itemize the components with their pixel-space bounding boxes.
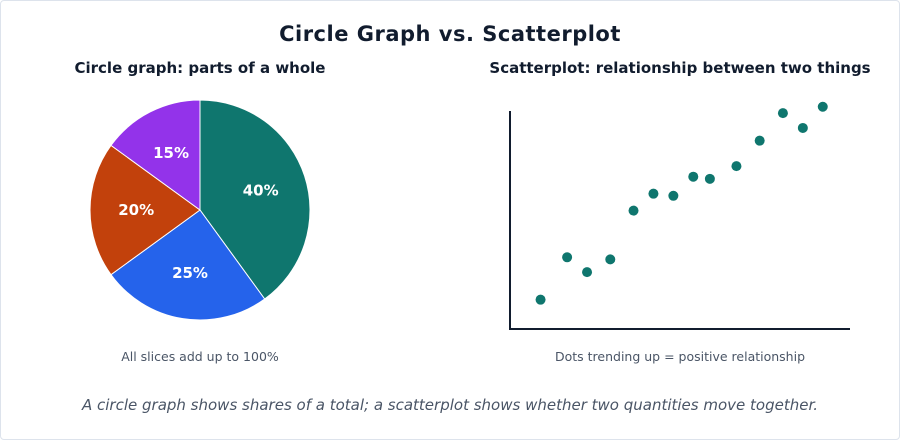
scatter-point <box>797 122 808 133</box>
pie-slice <box>199 99 311 300</box>
scatter-point <box>754 135 765 146</box>
pie-chart: 40% 25% 20% 15% <box>89 99 311 321</box>
scatter-point <box>704 173 715 184</box>
scatter-point <box>535 294 546 305</box>
scatter-chart-note: Dots trending up = positive relationship <box>555 349 805 364</box>
figure-title: Circle Graph vs. Scatterplot <box>279 22 621 46</box>
scatter-point <box>605 254 616 265</box>
pie-slice <box>89 144 201 276</box>
scatter-point <box>562 252 573 263</box>
pie-slice-label: 25% <box>172 264 208 282</box>
pie-slice <box>110 209 266 321</box>
scatter-point <box>731 161 742 172</box>
scatter-point <box>817 101 828 112</box>
scatter-chart-title: Scatterplot: relationship between two th… <box>489 59 870 77</box>
pie-slice-label: 15% <box>153 144 189 162</box>
scatter-chart <box>509 101 850 330</box>
scatter-point <box>668 190 679 201</box>
pie-slice <box>110 99 201 211</box>
pie-slice-label: 40% <box>243 181 279 199</box>
scatter-point <box>777 108 788 119</box>
scatter-point <box>628 205 639 216</box>
scatter-point <box>582 267 593 278</box>
scatter-point <box>688 171 699 182</box>
scatter-point <box>648 188 659 199</box>
pie-slice-label: 20% <box>118 201 154 219</box>
pie-chart-note: All slices add up to 100% <box>121 349 279 364</box>
figure-caption: A circle graph shows shares of a total; … <box>81 396 818 414</box>
pie-chart-title: Circle graph: parts of a whole <box>74 59 325 77</box>
